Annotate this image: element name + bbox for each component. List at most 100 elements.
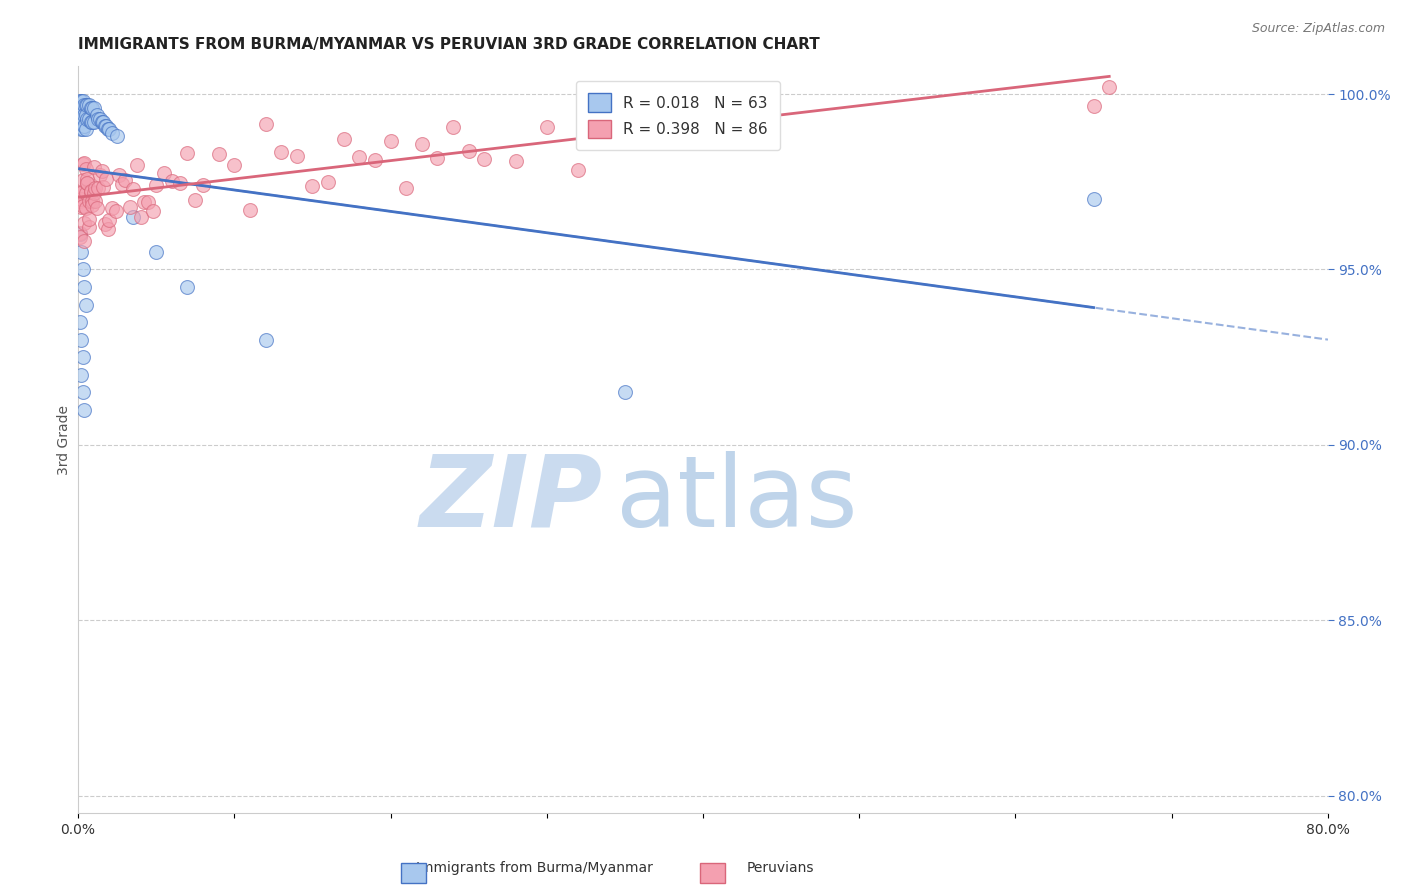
Point [91,115,114,129]
Point [72,101,94,115]
Point [82,198,104,212]
Point [1098,80,1121,95]
Point [72,385,94,400]
Point [83,115,105,129]
Point [129,210,152,224]
Point [84,194,107,209]
Point [73,156,96,170]
Point [411,137,433,152]
Point [145,178,167,193]
Text: Peruvians: Peruvians [747,862,814,875]
Point [72,122,94,136]
Point [101,126,124,140]
Point [77,112,100,126]
Point [70,186,93,201]
Point [91,179,114,194]
Point [72,173,94,187]
Point [93,119,115,133]
Point [70,115,93,129]
Point [70,368,93,382]
Point [70,186,93,201]
Point [70,108,93,122]
Point [176,280,198,294]
Point [73,280,96,294]
Point [69,230,91,244]
Point [69,227,91,242]
Point [208,147,231,161]
Point [82,101,104,115]
Point [75,202,97,216]
Point [86,201,108,215]
Point [132,194,155,209]
Point [457,145,479,159]
Point [76,176,98,190]
Point [118,200,141,214]
Point [96,119,118,133]
Point [69,94,91,108]
Text: IMMIGRANTS FROM BURMA/MYANMAR VS PERUVIAN 3RD GRADE CORRELATION CHART: IMMIGRANTS FROM BURMA/MYANMAR VS PERUVIA… [79,37,820,53]
Point [270,145,292,160]
Point [254,117,277,131]
Point [97,122,120,136]
Point [121,182,143,196]
Text: ZIP: ZIP [420,450,603,548]
Text: Source: ZipAtlas.com: Source: ZipAtlas.com [1251,22,1385,36]
Point [73,402,96,417]
Point [83,101,105,115]
Point [239,203,262,218]
Point [598,89,620,103]
Point [69,194,91,209]
Point [82,115,104,129]
Point [82,194,104,209]
Point [395,180,418,194]
Point [70,244,93,259]
Point [630,121,652,136]
Point [72,94,94,108]
Y-axis label: 3rd Grade: 3rd Grade [58,405,72,475]
Point [661,107,683,121]
Point [1083,99,1105,113]
Point [191,178,214,192]
Point [90,115,112,129]
Point [107,168,129,182]
Point [90,163,112,178]
Legend: R = 0.018   N = 63, R = 0.398   N = 86: R = 0.018 N = 63, R = 0.398 N = 86 [576,81,780,151]
Point [70,101,93,115]
Point [101,202,124,216]
Point [613,385,636,400]
Point [76,176,98,190]
Point [176,145,198,160]
Point [69,101,91,115]
Point [1083,192,1105,206]
Point [114,173,136,187]
Point [72,112,94,126]
Point [79,185,101,199]
Point [77,219,100,234]
Point [73,97,96,112]
Point [169,176,191,190]
Point [89,168,111,182]
Text: atlas: atlas [616,450,858,548]
Point [426,151,449,165]
Point [349,150,371,164]
Point [72,199,94,213]
Point [84,180,107,194]
Point [153,166,176,180]
Point [72,185,94,199]
Point [70,200,93,214]
Point [76,112,98,126]
Point [73,108,96,122]
Point [138,195,160,210]
Point [441,120,464,135]
Point [72,350,94,364]
Point [316,175,339,189]
Point [72,157,94,171]
Point [364,153,387,167]
Point [72,262,94,277]
Point [184,193,207,207]
Point [142,203,165,218]
Point [93,218,115,232]
Point [70,122,93,136]
Point [75,162,97,177]
Point [301,179,323,194]
